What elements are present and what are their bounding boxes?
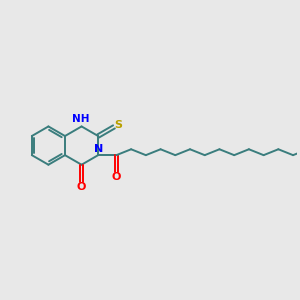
Text: S: S [114, 120, 122, 130]
Text: NH: NH [72, 114, 89, 124]
Text: O: O [111, 172, 121, 182]
Text: O: O [76, 182, 86, 192]
Text: N: N [94, 144, 103, 154]
